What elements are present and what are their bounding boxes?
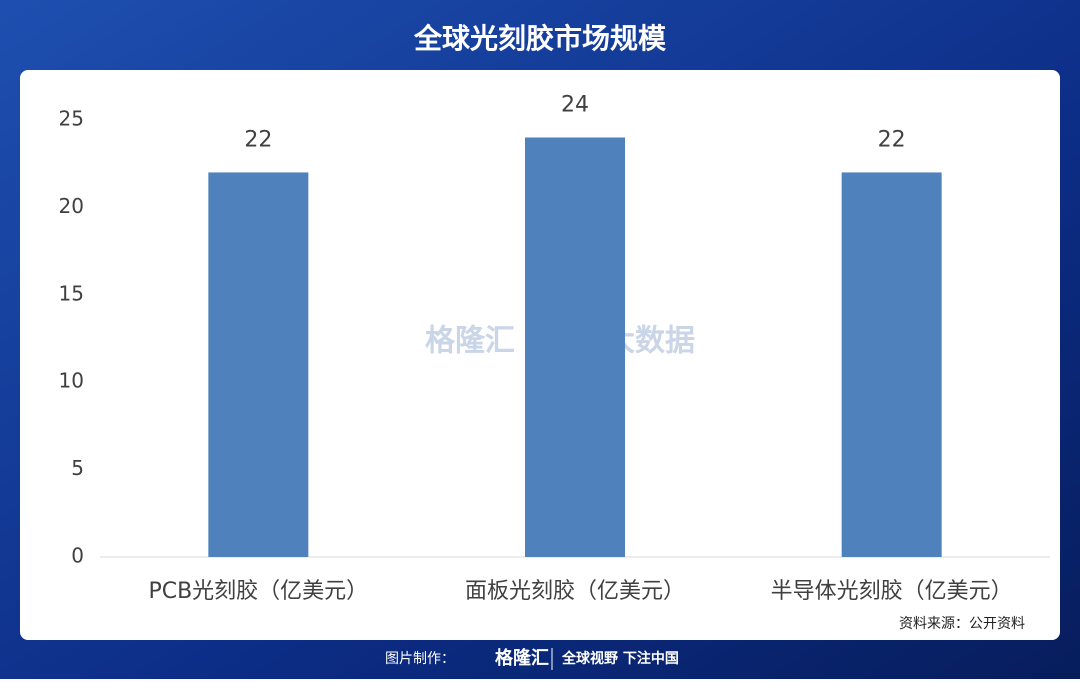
data-label: 22 [244, 127, 272, 152]
x-tick-label: 半导体光刻胶（亿美元） [771, 579, 1013, 604]
chart-title: 全球光刻胶市场规模 [413, 22, 667, 55]
y-tick-label: 5 [71, 456, 84, 480]
y-tick-label: 0 [71, 544, 84, 568]
bar [525, 137, 625, 558]
bar [208, 172, 309, 557]
footer-brand: 格隆汇 [495, 647, 549, 669]
y-tick-label: 25 [59, 107, 84, 131]
y-tick-label: 10 [59, 369, 84, 393]
watermark: 格隆汇 [425, 324, 515, 359]
x-tick-label: 面板光刻胶（亿美元） [465, 579, 685, 604]
footer-label: 图片制作： [385, 651, 455, 667]
y-tick-label: 15 [59, 281, 84, 305]
footer-slogan: 全球视野 下注中国 [561, 650, 679, 667]
source: 资料来源：公开资料 [899, 616, 1025, 632]
y-tick-label: 20 [59, 194, 84, 218]
data-label: 22 [878, 127, 906, 152]
data-label: 24 [561, 92, 589, 117]
bar [841, 172, 942, 557]
x-tick-label: PCB光刻胶（亿美元） [148, 579, 368, 604]
